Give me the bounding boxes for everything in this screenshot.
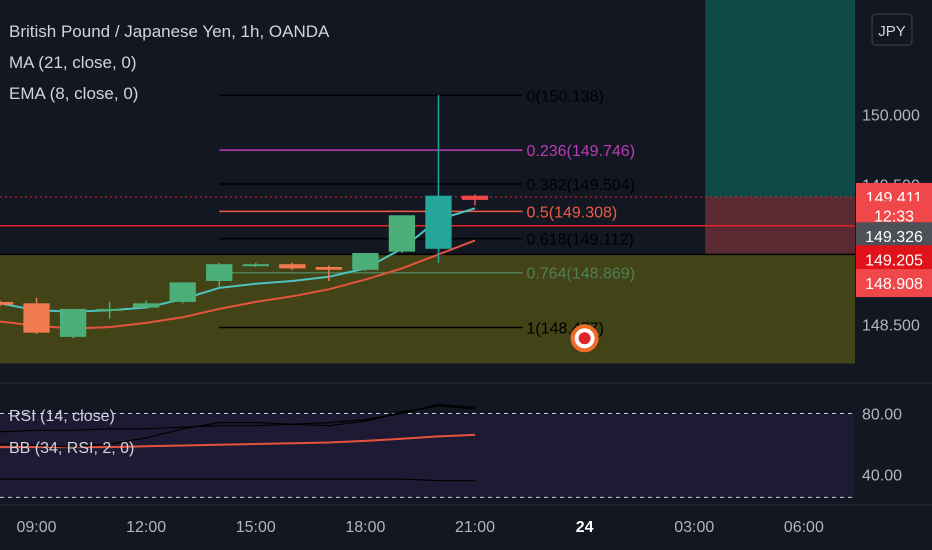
x-tick-label: 03:00: [674, 519, 714, 536]
x-tick-label: 21:00: [455, 519, 495, 536]
candle-body: [0, 301, 14, 305]
main-pane[interactable]: 0(150.138) 0.236(149.746) 0.382(149.504) 0.…: [0, 0, 932, 384]
indicator-label-ma[interactable]: MA (21, close, 0): [9, 53, 137, 72]
indicator-label-ema[interactable]: EMA (8, close, 0): [9, 84, 138, 103]
y-tick-label: 150.000: [862, 108, 920, 125]
candle-body: [206, 264, 233, 281]
candle-body: [425, 195, 452, 249]
candle[interactable]: [169, 282, 196, 304]
candle[interactable]: [388, 215, 416, 254]
x-tick-label: 12:00: [126, 519, 166, 536]
candle-body: [352, 253, 379, 270]
candle[interactable]: [133, 300, 160, 309]
target-marker-icon[interactable]: [570, 324, 599, 353]
y-tick-label: 148.500: [862, 317, 920, 334]
x-tick-label: 09:00: [17, 519, 57, 536]
candle[interactable]: [59, 308, 87, 339]
candle[interactable]: [425, 95, 452, 263]
rsi-line[interactable]: [0, 405, 476, 448]
x-tick-label: 15:00: [236, 519, 276, 536]
rsi-band-fill: [0, 413, 855, 498]
price-label-text: 149.205: [865, 252, 923, 269]
position-profit-zone[interactable]: [705, 0, 855, 197]
currency-button-label: JPY: [878, 23, 906, 40]
rsi-tick-label: 80.00: [862, 407, 902, 424]
price-label-bg: [856, 245, 932, 274]
candle[interactable]: [23, 297, 50, 335]
candle[interactable]: [0, 300, 14, 307]
candle[interactable]: [96, 301, 123, 319]
candle-body: [133, 303, 160, 308]
fib-level-label-5: 0.764(148.869): [527, 266, 636, 283]
price-label-bg: [856, 269, 932, 298]
x-tick-label: 24: [576, 519, 594, 536]
candle-body: [388, 215, 416, 252]
candle[interactable]: [315, 265, 342, 281]
candle[interactable]: [242, 262, 269, 267]
fib-level-label-2: 0.382(149.504): [527, 177, 636, 194]
price-label-text: 12:33: [874, 208, 914, 225]
candle-body: [279, 264, 306, 269]
bb-upper-line[interactable]: [0, 403, 476, 433]
candle-body: [59, 308, 87, 337]
candle[interactable]: [461, 194, 489, 206]
fib-level-label-0: 0(150.138): [527, 88, 604, 105]
indicator-label-rsi[interactable]: RSI (14, close): [9, 408, 115, 425]
candle-body: [315, 266, 342, 270]
rsi-tick-label: 40.00: [862, 468, 902, 485]
candle-body: [242, 264, 269, 267]
fib-level-label-4: 0.618(149.112): [527, 232, 634, 249]
candle-body: [169, 282, 196, 302]
candle[interactable]: [352, 253, 379, 272]
x-tick-label: 06:00: [784, 519, 824, 536]
price-label-text: 148.908: [865, 276, 923, 293]
fib-level-label-3: 0.5(149.308): [527, 204, 618, 221]
candle-body: [23, 303, 50, 333]
price-label-3[interactable]: 149.205: [856, 245, 932, 274]
fib-level-label-1: 0.236(149.746): [527, 143, 636, 160]
currency-button[interactable]: JPY: [871, 13, 913, 46]
price-label-4[interactable]: 148.908: [856, 269, 932, 298]
candle-body: [96, 308, 123, 311]
bb-lower-line[interactable]: [0, 478, 475, 482]
chart-title: British Pound / Japanese Yen, 1h, OANDA: [9, 22, 330, 41]
rsi-pane[interactable]: [0, 403, 932, 506]
candle-body: [461, 195, 489, 200]
x-tick-label: 18:00: [345, 519, 385, 536]
indicator-label-bb[interactable]: BB (34, RSI, 2, 0): [9, 440, 134, 457]
price-label-text: 149.326: [865, 229, 923, 246]
candle[interactable]: [279, 262, 306, 270]
target-marker-dot: [578, 332, 591, 345]
candle[interactable]: [206, 262, 233, 287]
axes: 150.000149.500148.50080.0040.00149.41112…: [17, 108, 932, 536]
